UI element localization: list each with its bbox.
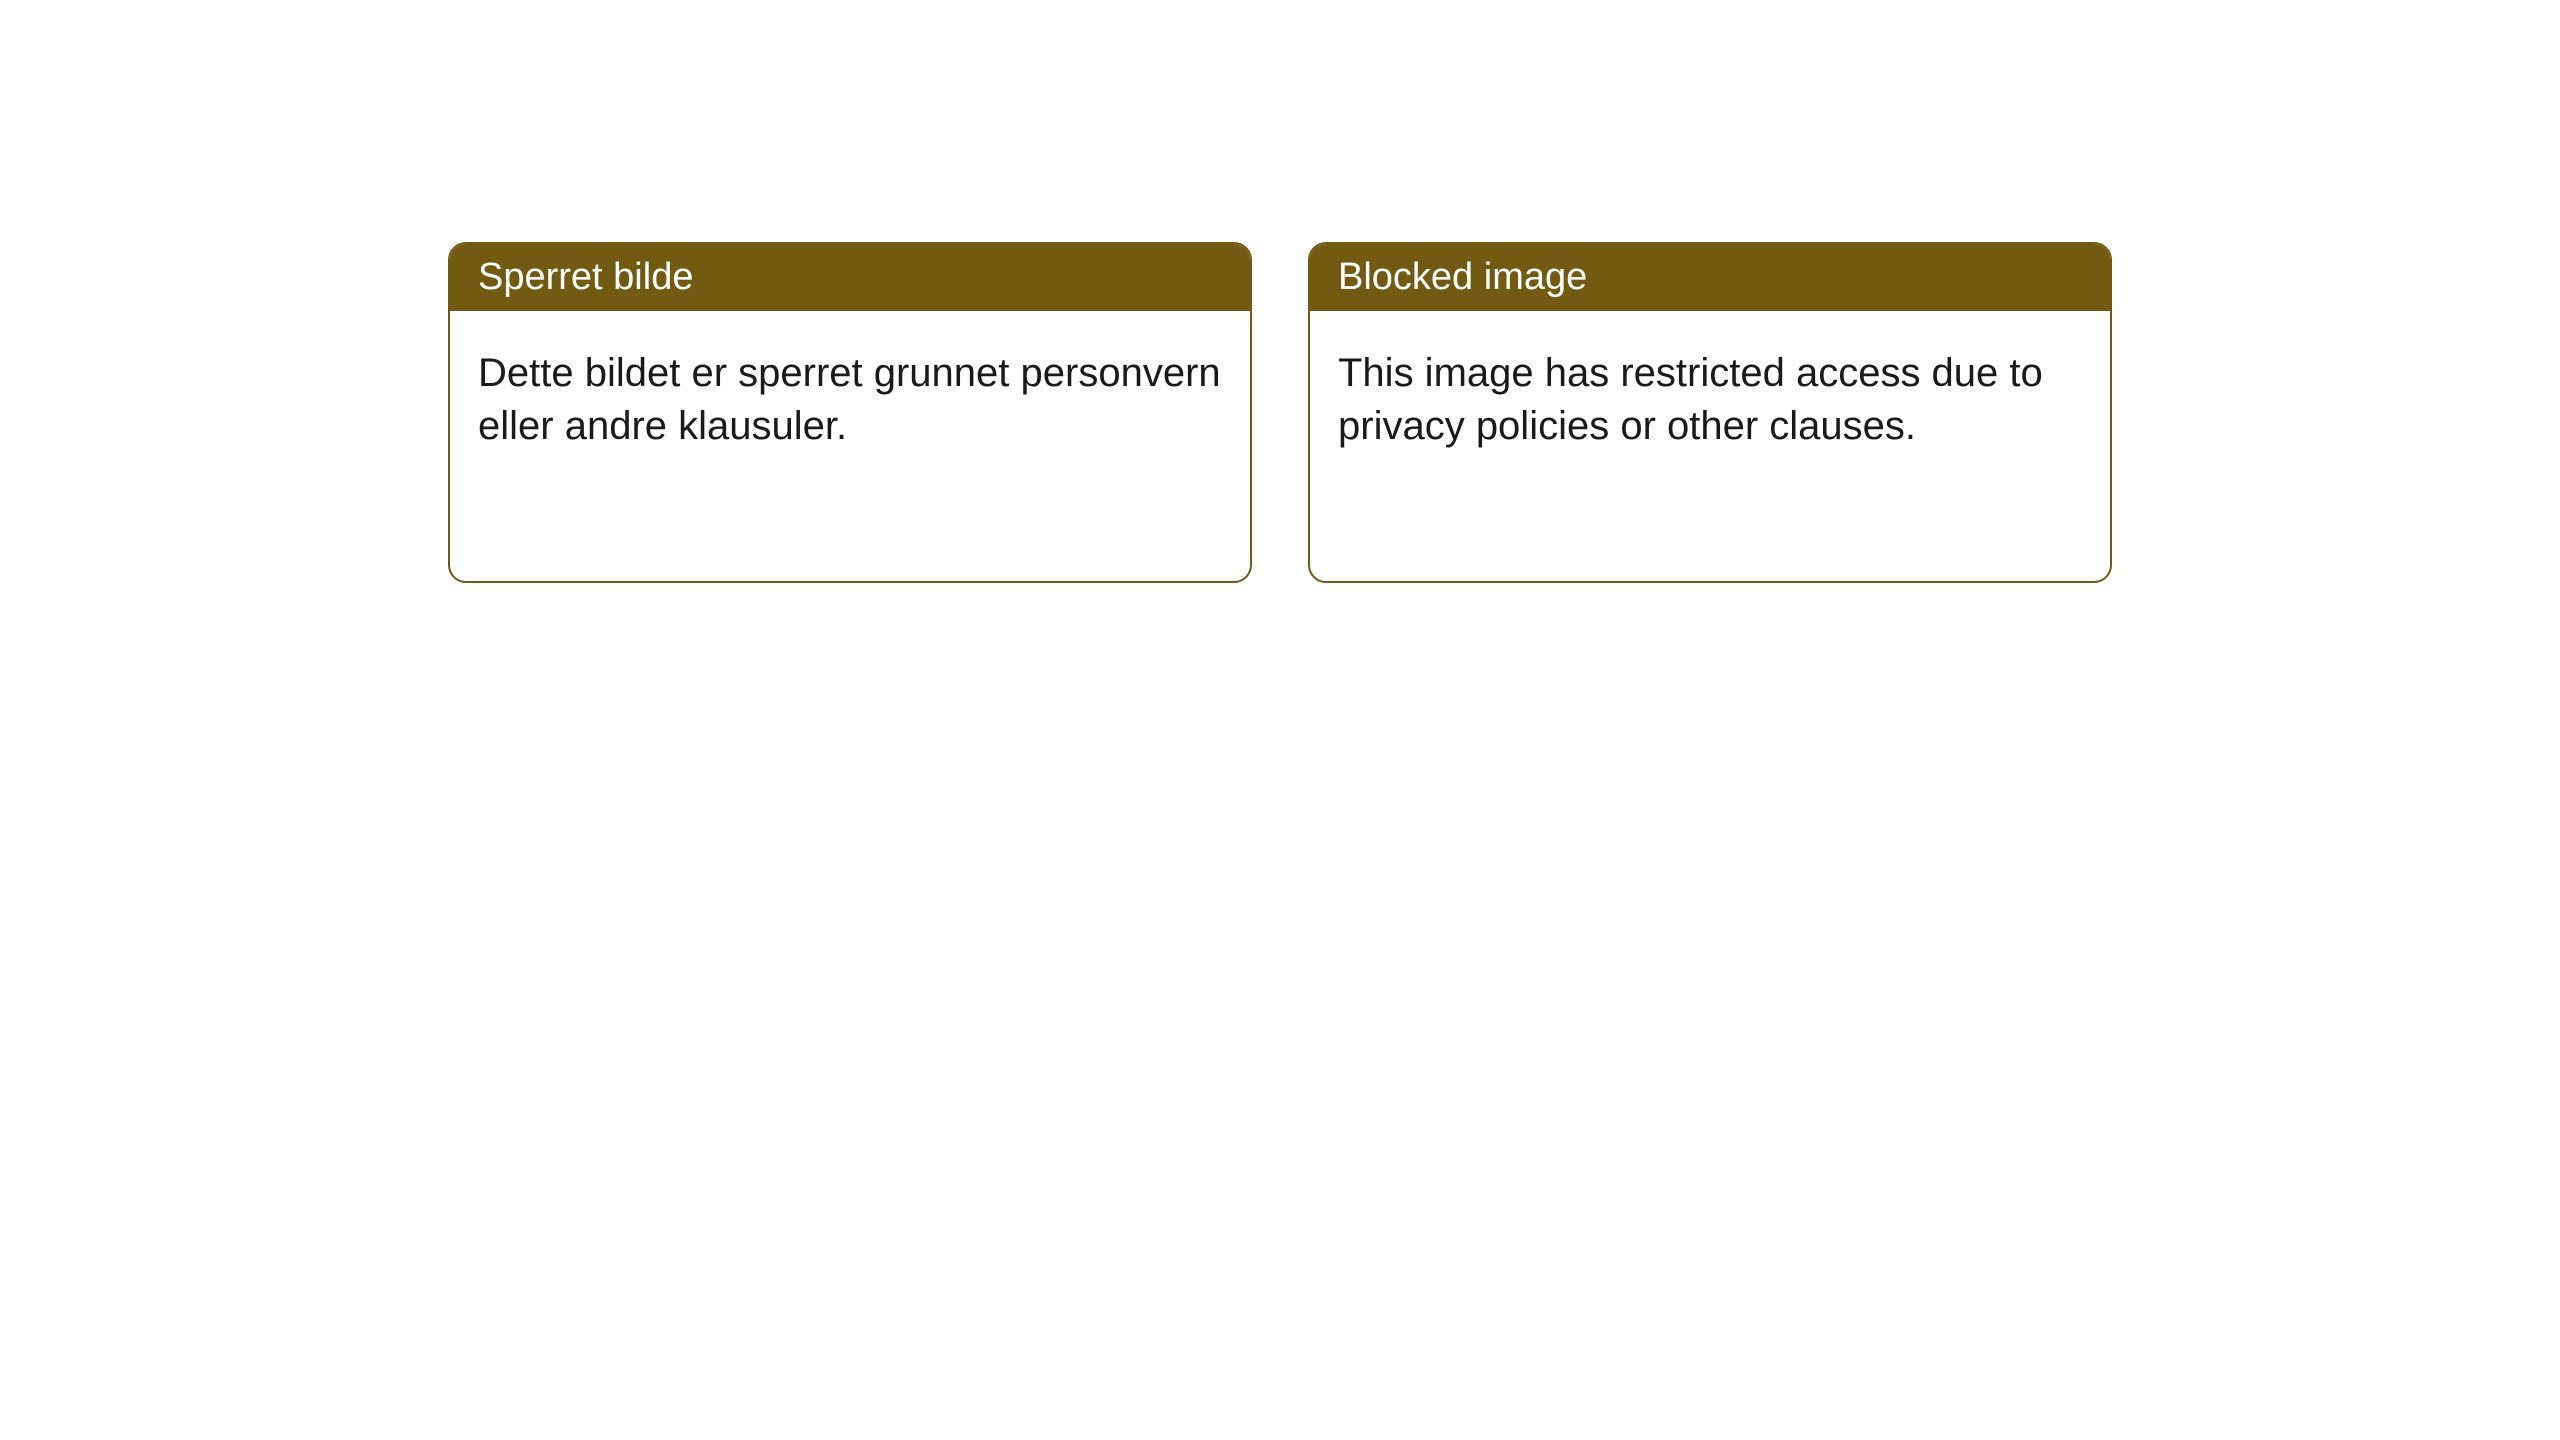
notice-body: This image has restricted access due to … bbox=[1310, 311, 2110, 581]
notice-row: Sperret bilde Dette bildet er sperret gr… bbox=[0, 0, 2560, 583]
notice-card-english: Blocked image This image has restricted … bbox=[1308, 242, 2112, 583]
notice-body: Dette bildet er sperret grunnet personve… bbox=[450, 311, 1250, 581]
notice-title: Sperret bilde bbox=[450, 244, 1250, 311]
notice-card-norwegian: Sperret bilde Dette bildet er sperret gr… bbox=[448, 242, 1252, 583]
notice-title: Blocked image bbox=[1310, 244, 2110, 311]
